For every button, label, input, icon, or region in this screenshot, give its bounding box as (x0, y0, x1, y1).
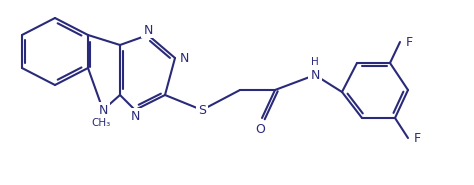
Text: N: N (179, 51, 189, 65)
Text: N: N (143, 23, 153, 36)
Text: N: N (130, 110, 140, 122)
Text: N: N (98, 103, 108, 117)
Text: H: H (311, 57, 319, 67)
Text: CH₃: CH₃ (91, 118, 110, 128)
Text: F: F (405, 36, 412, 48)
Text: O: O (255, 123, 265, 136)
Text: F: F (413, 132, 420, 144)
Text: N: N (310, 68, 319, 82)
Text: S: S (198, 103, 206, 117)
